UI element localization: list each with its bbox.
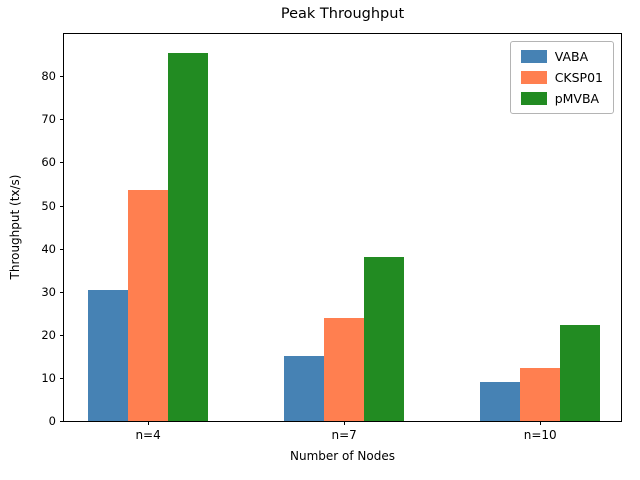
bar-VABA-n=7 xyxy=(284,355,325,421)
legend-swatch-CKSP01 xyxy=(520,71,547,84)
y-tick-label-10: 10 xyxy=(41,370,56,385)
bar-CKSP01-n=7 xyxy=(324,318,365,421)
y-tick-mark-30 xyxy=(60,291,64,293)
bar-pMVBA-n=7 xyxy=(364,257,405,421)
bar-CKSP01-n=10 xyxy=(520,368,561,421)
legend: VABA CKSP01 pMVBA xyxy=(509,41,614,114)
bar-pMVBA-n=10 xyxy=(560,325,601,421)
legend-label-CKSP01: CKSP01 xyxy=(554,70,603,85)
y-tick-mark-60 xyxy=(60,162,64,164)
y-tick-label-70: 70 xyxy=(41,112,56,127)
legend-item-CKSP01: CKSP01 xyxy=(520,70,603,85)
y-tick-mark-20 xyxy=(60,334,64,336)
y-tick-label-0: 0 xyxy=(48,414,56,428)
y-axis-label: Throughput (tx/s) xyxy=(8,174,22,280)
bar-pMVBA-n=4 xyxy=(168,52,209,421)
y-tick-mark-0 xyxy=(60,421,64,422)
y-tick-mark-80 xyxy=(60,76,64,78)
chart-title: Peak Throughput xyxy=(280,6,405,22)
bar-VABA-n=4 xyxy=(88,289,129,421)
legend-swatch-pMVBA xyxy=(520,92,547,105)
bar-VABA-n=10 xyxy=(480,381,521,421)
x-axis-label: Number of Nodes xyxy=(290,449,395,463)
x-tick-label-n=7: n=7 xyxy=(331,428,357,442)
legend-item-VABA: VABA xyxy=(520,49,603,64)
x-tick-mark-n=10 xyxy=(540,421,542,425)
legend-item-pMVBA: pMVBA xyxy=(520,91,603,106)
y-tick-label-40: 40 xyxy=(41,241,56,256)
x-tick-mark-n=7 xyxy=(344,421,346,425)
y-tick-mark-40 xyxy=(60,248,64,250)
y-tick-label-50: 50 xyxy=(41,198,56,213)
y-tick-label-20: 20 xyxy=(41,327,56,342)
x-tick-label-n=4: n=4 xyxy=(135,428,161,442)
y-tick-mark-70 xyxy=(60,119,64,121)
legend-label-VABA: VABA xyxy=(554,49,589,64)
x-tick-label-n=10: n=10 xyxy=(523,428,557,442)
plot-area: VABA CKSP01 pMVBA 0 10 20 30 40 50 60 70 80 n=4 n=7 n… xyxy=(41,33,622,442)
legend-label-pMVBA: pMVBA xyxy=(554,91,600,106)
x-tick-mark-n=4 xyxy=(148,421,150,425)
y-tick-mark-50 xyxy=(60,205,64,207)
legend-swatch-VABA xyxy=(520,50,547,63)
y-tick-label-60: 60 xyxy=(41,155,56,170)
y-tick-label-30: 30 xyxy=(41,284,56,299)
y-tick-label-80: 80 xyxy=(41,69,56,84)
y-tick-mark-10 xyxy=(60,377,64,379)
bar-CKSP01-n=4 xyxy=(128,190,169,421)
